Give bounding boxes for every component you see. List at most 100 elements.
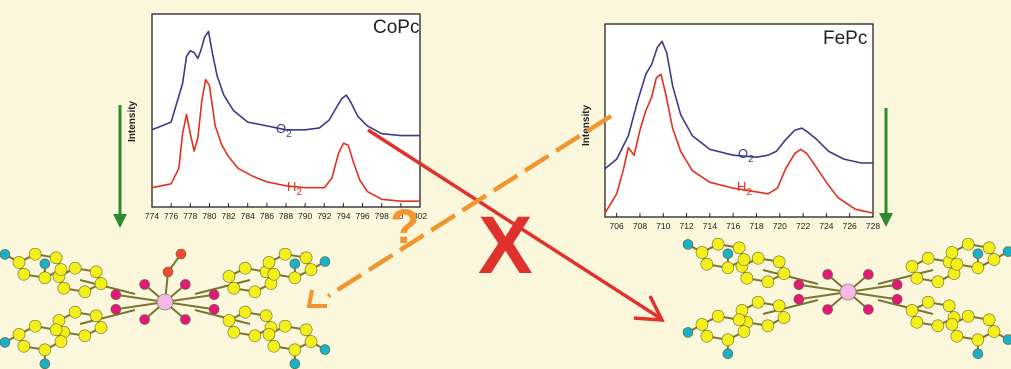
copc-x-tick-label: 790 [298,211,312,221]
copc-x-tick-label: 784 [241,211,255,221]
molecule-atom [972,334,984,346]
molecule-atom [696,318,708,330]
molecule-atom [988,254,1000,266]
molecule-atom [263,256,275,268]
molecule-atom [90,310,102,322]
fepc-x-tick-label: 708 [633,221,647,231]
copc-x-tick-label: 776 [164,211,178,221]
copc-x-tick-label: 798 [375,211,389,221]
copc-x-tick-label: 778 [183,211,197,221]
molecule-atom [892,294,902,304]
copc-x-tick-label: 794 [336,211,350,221]
fepc-y-axis-label: Intensity [581,104,592,146]
molecule-atom [762,320,774,332]
molecule-atom [723,249,733,259]
molecule-atom [778,268,790,280]
molecule-atom [223,270,235,282]
molecule-atom [290,359,300,369]
copc-x-tick-label: 782 [221,211,235,221]
copc-molecule-with-oxygen [0,248,330,369]
molecule-bond [80,310,135,324]
molecule-atom [79,286,91,298]
molecule-atom [95,278,107,290]
molecule-atom [922,296,934,308]
molecule-atom [50,252,62,264]
molecule-atom [13,328,25,340]
molecule-atom [289,344,301,356]
copc-plot-frame [152,14,420,207]
molecule-atom [305,264,317,276]
molecule-atom [140,279,150,289]
molecule-atom [176,249,186,259]
molecule-atom [946,318,958,330]
copc-y-axis-label: Intensity [127,100,138,142]
fepc-x-tick-label: 716 [726,221,740,231]
fepc-x-tick-label: 714 [703,221,717,231]
molecule-atom [932,276,944,288]
fepc-x-tick-label: 712 [679,221,693,231]
fepc-spectrum-panel: 706708710712714716718720722724726728 FeP… [581,24,880,231]
molecule-atom [983,242,995,254]
fepc-title: FePc [823,28,867,49]
molecule-atom [69,262,81,274]
molecule-atom [906,304,918,316]
molecule-atom [773,300,785,312]
molecule-atom [55,264,67,276]
molecule-atom [239,306,251,318]
molecule-atom [741,272,753,284]
molecule-atom [249,330,261,342]
molecule-atom [951,258,963,270]
molecule-atom [290,259,300,269]
molecule-atom [249,286,261,298]
fepc-molecule [683,238,1011,359]
copc-x-tick-label: 792 [317,211,331,221]
molecule-atom [90,266,102,278]
molecule-atom [29,320,41,332]
right-green-down-arrow [879,108,893,227]
molecule-atom [973,249,983,259]
molecule-atom [40,259,50,269]
molecule-atom [983,314,995,326]
molecule-atom [962,310,974,322]
molecule-atom [260,310,272,322]
molecule-atom [712,310,724,322]
fepc-x-tick-label: 720 [773,221,787,231]
molecule-atom [180,315,190,325]
molecule-atom [823,269,833,279]
fepc-x-tick-label: 722 [796,221,810,231]
molecule-atom [951,330,963,342]
molecule-atom [1003,335,1011,345]
molecule-atom [300,324,312,336]
molecule-atom [906,260,918,272]
molecule-atom [683,239,693,249]
molecule-atom [773,256,785,268]
molecule-atom [39,344,51,356]
molecule-atom [95,322,107,334]
molecule-bond [195,280,250,294]
fepc-x-tick-labels: 706708710712714716718720722724726728 [610,221,881,231]
molecule-bond [878,270,933,284]
molecule-atom [263,328,275,340]
molecule-atom [738,254,750,266]
molecule-atom [946,246,958,258]
molecule-atom [228,282,240,294]
molecule-atom [701,258,713,270]
fepc-x-tick-label: 706 [610,221,624,231]
molecule-atom [911,316,923,328]
molecule-atom [305,336,317,348]
molecule-atom [18,268,30,280]
molecule-atom [972,262,984,274]
molecule-atom [279,248,291,260]
molecule-atom [932,320,944,332]
copc-x-tick-labels: 7747767787807827847867887907927947967980… [145,211,427,221]
question-mark: ? [390,201,419,254]
molecule-atom [752,252,764,264]
fepc-x-tick-label: 724 [819,221,833,231]
molecule-atom [863,269,873,279]
molecule-atom [733,242,745,254]
copc-title: CoPc [373,17,419,38]
molecule-atom [752,296,764,308]
molecule-atom [794,294,804,304]
molecule-atom [228,326,240,338]
molecule-atom [973,349,983,359]
